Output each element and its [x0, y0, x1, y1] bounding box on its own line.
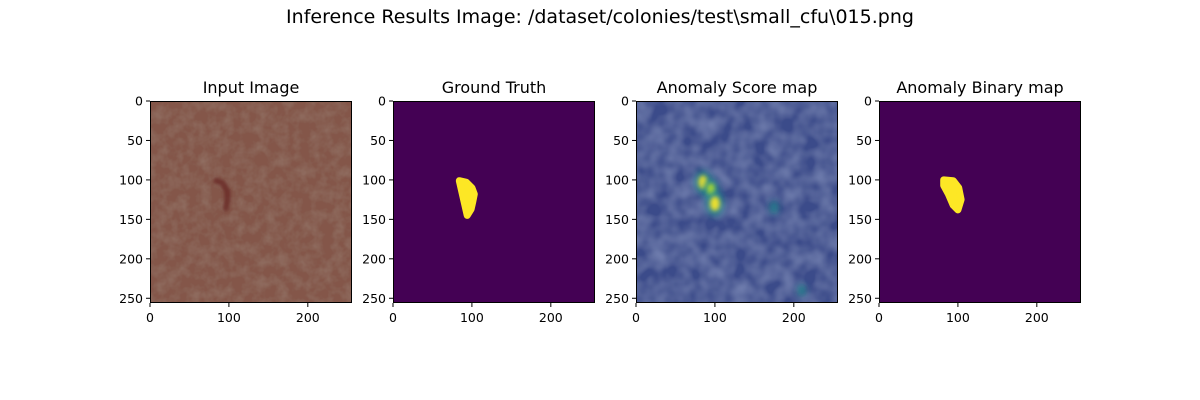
defect-mark	[213, 177, 231, 212]
y-tick-label: 50	[613, 133, 629, 148]
ground-truth-frame	[393, 101, 595, 303]
y-tick-label: 250	[605, 291, 629, 306]
y-tick-label: 150	[848, 212, 872, 227]
ground-truth-title: Ground Truth	[442, 78, 547, 97]
anomaly-score-map-image	[636, 101, 838, 303]
y-tick-label: 100	[119, 172, 143, 187]
y-tick-label: 100	[848, 172, 872, 187]
mask-background	[393, 101, 595, 303]
panel-input-image: Input Image 0 100 200 0 50 100 150 200 250	[119, 78, 352, 325]
input-image-title: Input Image	[203, 78, 300, 97]
y-tick-label: 250	[119, 291, 143, 306]
anomaly-score-map-frame	[636, 101, 838, 303]
leather-texture	[150, 101, 352, 303]
panel-anomaly-score-map: Anomaly Score map 0 100 200 0 50 100 150 200 250	[605, 78, 838, 325]
x-tick-label: 0	[146, 310, 154, 325]
x-tick-label: 200	[296, 310, 320, 325]
score-background	[636, 101, 838, 303]
input-image-frame	[150, 101, 352, 303]
anomaly-binary-map-frame	[879, 101, 1081, 303]
y-tick-label: 0	[621, 94, 629, 109]
anomaly-score-map-title: Anomaly Score map	[657, 78, 818, 97]
y-tick-label: 100	[362, 172, 386, 187]
mask-background	[879, 101, 1081, 303]
mask-region	[455, 177, 478, 219]
x-tick-label: 200	[539, 310, 563, 325]
y-tick-label: 50	[127, 133, 143, 148]
y-tick-label: 250	[848, 291, 872, 306]
x-tick-label: 100	[217, 310, 241, 325]
y-tick-label: 200	[848, 251, 872, 266]
y-tick-label: 0	[135, 94, 143, 109]
input-image-image	[150, 101, 352, 303]
panel-ground-truth: Ground Truth 0 100 200 0 50 100 150 200 250	[362, 78, 595, 325]
y-tick-label: 150	[119, 212, 143, 227]
ground-truth-image	[393, 101, 595, 303]
y-tick-label: 150	[605, 212, 629, 227]
x-tick-label: 200	[782, 310, 806, 325]
score-hotspot	[771, 203, 777, 212]
score-hotspot	[709, 196, 720, 211]
x-tick-label: 100	[703, 310, 727, 325]
figure-suptitle: Inference Results Image: /dataset/coloni…	[286, 6, 914, 28]
y-tick-label: 200	[605, 251, 629, 266]
x-tick-label: 0	[875, 310, 883, 325]
score-hotspot	[799, 287, 805, 294]
y-tick-label: 50	[370, 133, 386, 148]
x-tick-label: 100	[946, 310, 970, 325]
x-tick-label: 0	[632, 310, 640, 325]
panel-anomaly-binary-map: Anomaly Binary map 0 100 200 0 50 100 150 200 250	[848, 78, 1081, 325]
y-tick-label: 200	[362, 251, 386, 266]
x-tick-label: 100	[460, 310, 484, 325]
x-tick-label: 200	[1025, 310, 1049, 325]
y-tick-label: 0	[864, 94, 872, 109]
y-tick-label: 0	[378, 94, 386, 109]
mask-region	[940, 176, 965, 214]
anomaly-binary-map-title: Anomaly Binary map	[896, 78, 1063, 97]
y-tick-label: 250	[362, 291, 386, 306]
y-tick-label: 150	[362, 212, 386, 227]
anomaly-binary-map-image	[879, 101, 1081, 303]
y-tick-label: 50	[856, 133, 872, 148]
x-tick-label: 0	[389, 310, 397, 325]
y-tick-label: 200	[119, 251, 143, 266]
y-tick-label: 100	[605, 172, 629, 187]
